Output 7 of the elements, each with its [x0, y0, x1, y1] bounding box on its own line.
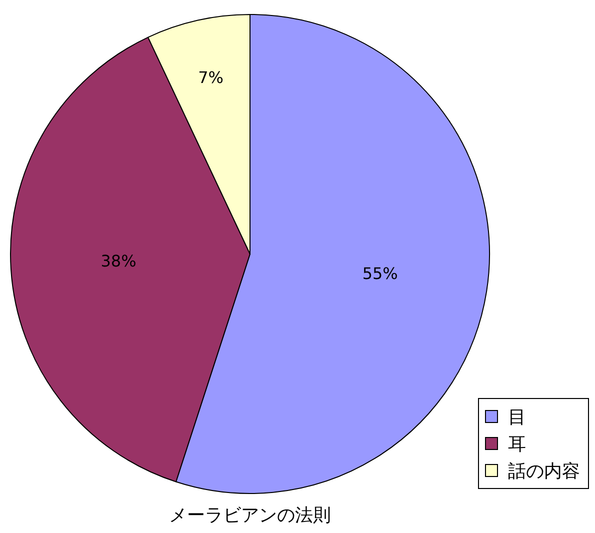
text: メーラビアンの法則 [168, 504, 332, 527]
legend-label: 話の内容 [508, 460, 580, 482]
data-label: 38% [100, 251, 136, 270]
data-label: 55% [362, 264, 398, 283]
data-label: 7% [198, 68, 224, 87]
legend-label: 耳 [508, 432, 526, 456]
legend-label: 目 [508, 406, 526, 428]
